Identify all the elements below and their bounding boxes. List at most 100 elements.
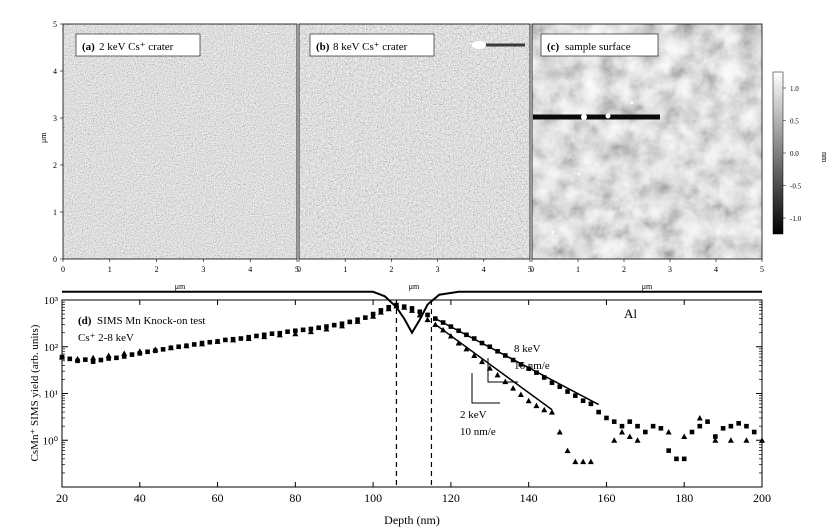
data-point-2kev	[230, 336, 237, 343]
data-point-2kev	[517, 391, 524, 398]
y-tick-label: 10¹	[44, 389, 58, 401]
data-point-8kev	[681, 456, 687, 462]
x-tick-label: 180	[675, 491, 693, 505]
data-point-2kev	[463, 345, 470, 352]
y-tick-label: 10³	[44, 295, 59, 307]
y-tick-label: 10⁰	[43, 435, 59, 447]
x-tick-label: 100	[364, 491, 382, 505]
data-point-2kev	[564, 447, 571, 454]
colorbar-tick-label: -0.5	[790, 183, 802, 191]
al-label: Al	[624, 306, 637, 321]
y-axis-label: CsMn⁺ SIMS yield (arb. units)	[29, 324, 41, 461]
slope-marker-8kev	[487, 358, 518, 383]
data-point-8kev	[580, 398, 586, 404]
afm-x-tick-label: 4	[482, 265, 486, 274]
afm-x-tick-label: 4	[248, 265, 252, 274]
afm-letter-b: (b)	[316, 41, 330, 53]
fit-line	[434, 317, 600, 406]
data-point-2kev	[471, 352, 478, 358]
data-point-2kev	[541, 406, 548, 413]
colorbar-unit: nm	[820, 152, 829, 163]
data-point-2kev	[681, 433, 688, 440]
data-point-8kev	[363, 315, 368, 320]
afm-x-tick-label: 1	[576, 265, 580, 274]
data-point-8kev	[674, 456, 679, 462]
data-point-8kev	[549, 380, 555, 386]
data-point-2kev	[525, 397, 532, 404]
afm-image-b	[299, 24, 530, 259]
afm-x-axis-label-b: μm	[409, 282, 420, 291]
data-point-2kev	[634, 437, 641, 443]
slope-marker-2kev	[471, 373, 500, 404]
data-point-2kev	[572, 458, 579, 465]
x-tick-label: 80	[289, 491, 301, 505]
data-point-8kev	[223, 337, 228, 343]
afm-y-tick-label: 1	[53, 208, 57, 217]
fit-8kev-slope: 16 nm/e	[514, 360, 550, 372]
afm-letter-a: (a)	[82, 41, 95, 53]
x-tick-label: 60	[212, 491, 224, 505]
data-point-8kev	[744, 423, 749, 429]
data-point-8kev	[619, 423, 625, 429]
data-point-2kev	[354, 318, 361, 324]
data-point-2kev	[74, 355, 81, 362]
afm-x-tick-label: 2	[155, 265, 159, 274]
data-point-2kev	[502, 378, 509, 385]
afm-y-tick-label: 2	[53, 161, 57, 170]
data-point-2kev	[276, 331, 283, 338]
data-point-2kev	[370, 313, 377, 319]
data-point-8kev	[526, 366, 531, 371]
data-point-2kev	[121, 350, 128, 356]
x-axis-label: Depth (nm)	[384, 513, 440, 527]
data-point-2kev	[183, 342, 190, 349]
afm-y-tick-label: 3	[53, 114, 57, 123]
data-point-2kev	[556, 429, 563, 435]
x-tick-label: 40	[134, 491, 146, 505]
data-point-2kev	[214, 338, 221, 344]
afm-label-box-a	[75, 33, 201, 57]
data-point-8kev	[596, 409, 601, 415]
data-point-8kev	[254, 333, 259, 339]
data-point-8kev	[90, 359, 96, 364]
afm-x-tick-label: 2	[622, 265, 626, 274]
sims-chart: 20 40 60 80 100 120 140 160 180 200 10⁰10¹10²10³ …	[29, 290, 771, 527]
data-point-8kev	[751, 429, 757, 435]
x-ticks: 20 40 60 80 100 120 140 160 180 200	[56, 300, 771, 505]
data-point-8kev	[611, 419, 617, 424]
data-point-8kev	[650, 423, 656, 429]
afm-particle-c5	[577, 172, 581, 176]
afm-x-tick-label: 3	[668, 265, 672, 274]
data-point-8kev	[728, 423, 734, 429]
afm-y-tick-label: 4	[53, 67, 57, 76]
afm-particle-c1	[581, 114, 587, 120]
data-point-2kev	[59, 354, 65, 360]
data-point-8kev	[713, 434, 718, 439]
data-point-2kev	[549, 409, 555, 415]
fit-2kev-energy: 2 keV	[460, 409, 487, 421]
data-point-8kev	[643, 429, 648, 435]
afm-particle-b	[472, 41, 486, 49]
afm-y-tick-label: 0	[53, 255, 57, 264]
fit-lines	[434, 317, 600, 411]
data-point-8kev	[604, 415, 609, 421]
data-point-2kev	[167, 344, 174, 351]
data-point-8kev	[425, 312, 430, 318]
afm-x-tick-label: 3	[201, 265, 205, 274]
sims-subtitle: Cs⁺ 2-8 keV	[78, 332, 134, 344]
data-point-2kev	[712, 437, 719, 443]
afm-panels: (a) 2 keV Cs⁺ crater (b) 8 keV Cs⁺ crate…	[39, 20, 829, 291]
x-tick-label: 140	[520, 491, 538, 505]
plot-frame	[61, 299, 763, 488]
data-point-8kev	[433, 316, 438, 321]
data-point-8kev	[176, 344, 181, 350]
afm-x-tick-label: 5	[760, 265, 764, 274]
data-point-8kev	[720, 426, 726, 431]
data-point-2kev	[619, 429, 625, 435]
data-point-8kev	[588, 401, 594, 407]
data-point-2kev	[479, 358, 485, 365]
data-point-2kev	[323, 325, 330, 332]
colorbar	[772, 71, 784, 235]
afm-x-tick-label: 1	[343, 265, 347, 274]
afm-x-tick-label: 4	[714, 265, 718, 274]
